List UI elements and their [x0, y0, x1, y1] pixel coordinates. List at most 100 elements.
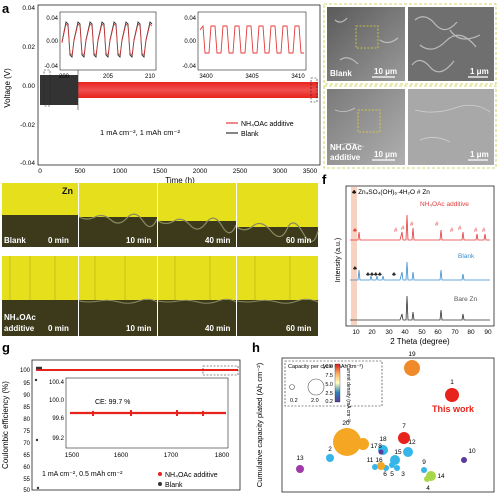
svg-text:♣: ♣	[353, 266, 357, 272]
e-time-60: 60 min	[286, 324, 311, 333]
panel-a-xticks: 0 500 1000 1500 2000 2500 3000 3500	[38, 168, 317, 175]
a-inset1-xtick: 205	[103, 74, 114, 80]
f-legend-title: ♣ Zn₄SO₄(OH)₆·4H₂O # Zn	[352, 189, 430, 196]
h-bubbles	[296, 360, 467, 482]
h-lbl-12: 12	[408, 439, 416, 446]
d-frames	[2, 183, 319, 247]
panel-b: b Blank 10 μm 1 μm	[323, 3, 497, 85]
g-inset-ytick: 100.0	[49, 398, 65, 404]
f-series-bare: Bare Zn	[454, 296, 478, 303]
f-trace-blank	[350, 261, 490, 281]
h-lbl-3: 3	[401, 471, 405, 478]
panel-h: h Cumulative capacity plated (Ah cm⁻²) C…	[252, 340, 495, 493]
h-lbl-11: 11	[367, 457, 374, 464]
f-ylabel: Intensity (a.u.)	[335, 238, 342, 282]
g-inset-ytick: 99.6	[52, 416, 64, 422]
a-zoom-box-2	[310, 77, 318, 103]
g-ytick: 65	[23, 453, 30, 459]
e-time-40: 40 min	[205, 324, 230, 333]
h-bubble-17	[357, 438, 369, 450]
panel-label-h: h	[252, 340, 260, 355]
f-xtick: 10	[352, 329, 360, 336]
h-bubble-12	[403, 447, 413, 457]
panel-label-a: a	[2, 1, 10, 16]
f-series-blank: Blank	[458, 253, 475, 260]
a-ytick: 0.00	[22, 83, 35, 90]
a-inset2-ytick: -0.04	[182, 64, 196, 70]
g-ytick: 85	[23, 405, 30, 411]
h-lbl-20: 20	[342, 420, 350, 427]
f-xtick: 50	[418, 329, 426, 336]
g-condition: 1 mA cm⁻², 0.5 mAh cm⁻²	[42, 471, 123, 478]
a-additive-band	[40, 82, 318, 98]
g-ytick: 55	[23, 477, 30, 483]
h-this-work: This work	[432, 404, 475, 414]
h-bubble-9	[421, 467, 427, 473]
g-inset-xtick: 1500	[65, 452, 80, 459]
g-ytick: 75	[23, 429, 30, 435]
f-trace-additive	[350, 214, 490, 241]
c-scale-1: 10 μm	[374, 150, 397, 159]
h-bubble-1	[445, 388, 459, 402]
a-ytick: -0.04	[20, 160, 35, 167]
a-inset1-ytick: 0.00	[46, 39, 58, 45]
b-scale-2: 1 μm	[470, 67, 489, 76]
b-sem-high-mag	[408, 7, 494, 81]
h-lbl-13: 13	[296, 455, 304, 462]
h-lbl-5: 5	[390, 471, 394, 478]
svg-text:♣: ♣	[392, 272, 396, 278]
g-inset-ytick: 100.4	[49, 380, 65, 386]
a-ytick: 0.04	[22, 5, 35, 12]
h-lbl-16: 16	[375, 457, 383, 464]
h-lbl-2: 2	[328, 446, 332, 453]
panel-c: c NH₄OAc additive 10 μm 1 μm	[323, 85, 497, 169]
a-xtick: 3000	[273, 168, 288, 175]
h-bubble-4	[424, 476, 430, 482]
panel-g: g 100 95 90 85 80 75 70 65 60 55 50 Coul…	[1, 340, 241, 494]
a-condition: 1 mA cm⁻², 1 mAh cm⁻²	[100, 128, 181, 137]
f-xtick: 20	[368, 329, 376, 336]
g-ce-label: CE: 99.7 %	[95, 399, 130, 406]
d-time-0: 0 min	[48, 236, 69, 245]
d-time-60: 60 min	[286, 236, 311, 245]
e-time-0: 0 min	[48, 324, 69, 333]
e-time-10: 10 min	[126, 324, 151, 333]
svg-text:#: #	[410, 222, 414, 228]
f-xticks: 10 20 30 40 50 60 70 80 90	[352, 329, 492, 336]
g-legend-additive: NH₄OAc additive	[165, 472, 218, 479]
f-xtick: 80	[467, 329, 475, 336]
b-scale-1: 10 μm	[374, 67, 397, 76]
g-ytick: 60	[23, 465, 30, 471]
f-xtick: 70	[451, 329, 459, 336]
a-inset2-ytick: 0.04	[184, 16, 196, 22]
g-ytick: 80	[23, 417, 30, 423]
g-inset-ytick: 99.2	[52, 436, 64, 442]
panel-e: e NH₄OAc additive 0 min 10 min 40 min 60…	[2, 256, 319, 336]
a-inset1-ytick: 0.04	[46, 16, 58, 22]
h-cbar-tick: 10.0	[322, 364, 333, 370]
h-lbl-4: 4	[426, 485, 430, 492]
h-colorbar	[334, 363, 341, 403]
panel-d: d Zn Blank 0 min 10 min 40 min 60 min	[2, 183, 319, 247]
a-xtick: 3500	[303, 168, 318, 175]
a-ylabel: Voltage (V)	[3, 68, 12, 108]
f-highlight	[351, 187, 357, 325]
g-inset-xtick: 1700	[164, 452, 179, 459]
svg-text:#: #	[450, 228, 454, 234]
a-inset1-xtick: 210	[145, 74, 156, 80]
panel-f: f ♣ Zn₄SO₄(OH)₆·4H₂O # Zn NH₄OAc additiv…	[322, 172, 495, 346]
a-xlabel: Time (h)	[165, 176, 195, 185]
g-ytick: 50	[23, 488, 30, 494]
e-label-2: additive	[4, 324, 35, 333]
h-legend-size-title: Capacity per cycle (mAh cm⁻²)	[288, 364, 363, 370]
a-xtick: 2500	[233, 168, 248, 175]
h-size-0.2: 0.2	[290, 398, 298, 404]
a-ytick: -0.02	[20, 122, 35, 129]
a-inset2-xtick: 3400	[199, 74, 213, 80]
svg-text:#: #	[482, 228, 486, 234]
a-legend: NH₄OAc additive Blank	[226, 121, 294, 138]
d-zn-label: Zn	[62, 186, 73, 196]
c-scale-2: 1 μm	[470, 150, 489, 159]
f-series-additive: NH₄OAc additive	[420, 201, 469, 208]
